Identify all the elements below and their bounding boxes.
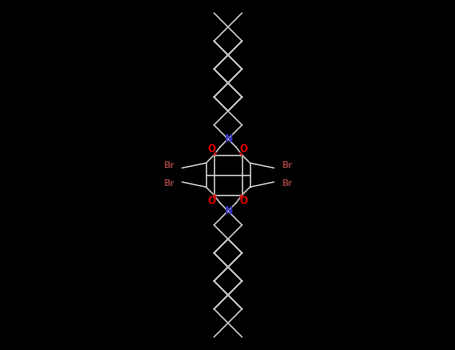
Text: Br: Br [163,180,175,189]
Text: O: O [240,196,248,206]
Text: N: N [224,134,232,144]
Text: N: N [224,206,232,216]
Text: Br: Br [163,161,175,170]
Text: Br: Br [281,161,293,170]
Text: Br: Br [281,180,293,189]
Text: O: O [240,144,248,154]
Text: O: O [208,196,216,206]
Text: O: O [208,144,216,154]
